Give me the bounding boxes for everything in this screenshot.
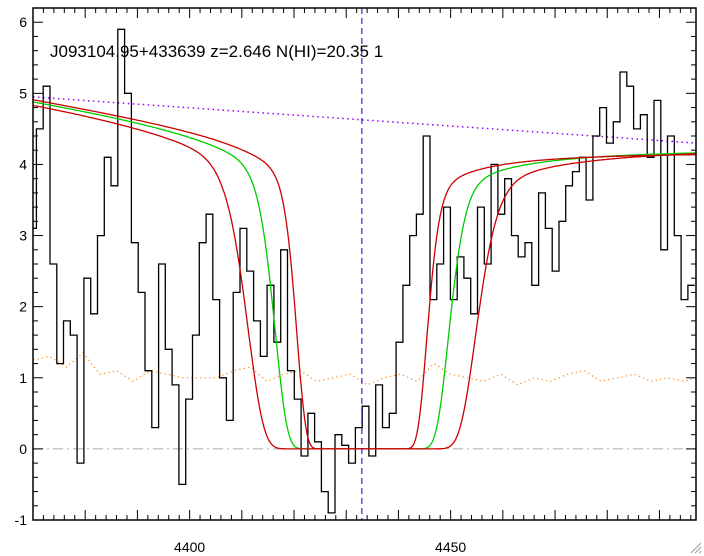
x-tick-label: 4450 bbox=[435, 539, 466, 555]
y-tick-label: 5 bbox=[19, 85, 27, 101]
y-tick-label: 2 bbox=[19, 299, 27, 315]
plot-frame bbox=[32, 7, 697, 521]
dla-model-lower-line bbox=[33, 99, 696, 450]
y-tick-label: 6 bbox=[19, 14, 27, 30]
resize-grip-icon[interactable] bbox=[688, 540, 702, 554]
dla-model-best-line bbox=[33, 101, 696, 450]
continuum-line bbox=[33, 96, 696, 144]
plot-axes: -1 0 1 2 3 4 5 6 4400 4450 bbox=[15, 7, 697, 555]
y-tick-label: -1 bbox=[15, 512, 28, 528]
continuum-series bbox=[33, 96, 696, 144]
noise-series bbox=[33, 352, 696, 386]
y-tick-label: 1 bbox=[19, 370, 27, 386]
y-tick-label: 4 bbox=[19, 156, 27, 172]
noise-line bbox=[33, 352, 696, 386]
y-tick-label: 3 bbox=[19, 228, 27, 244]
y-tick-label: 0 bbox=[19, 441, 27, 457]
x-tick-label: 4400 bbox=[174, 539, 205, 555]
chart-title: J093104.95+433639 z=2.646 N(HI)=20.35 1 bbox=[50, 42, 383, 61]
dla-model-series bbox=[33, 99, 696, 450]
